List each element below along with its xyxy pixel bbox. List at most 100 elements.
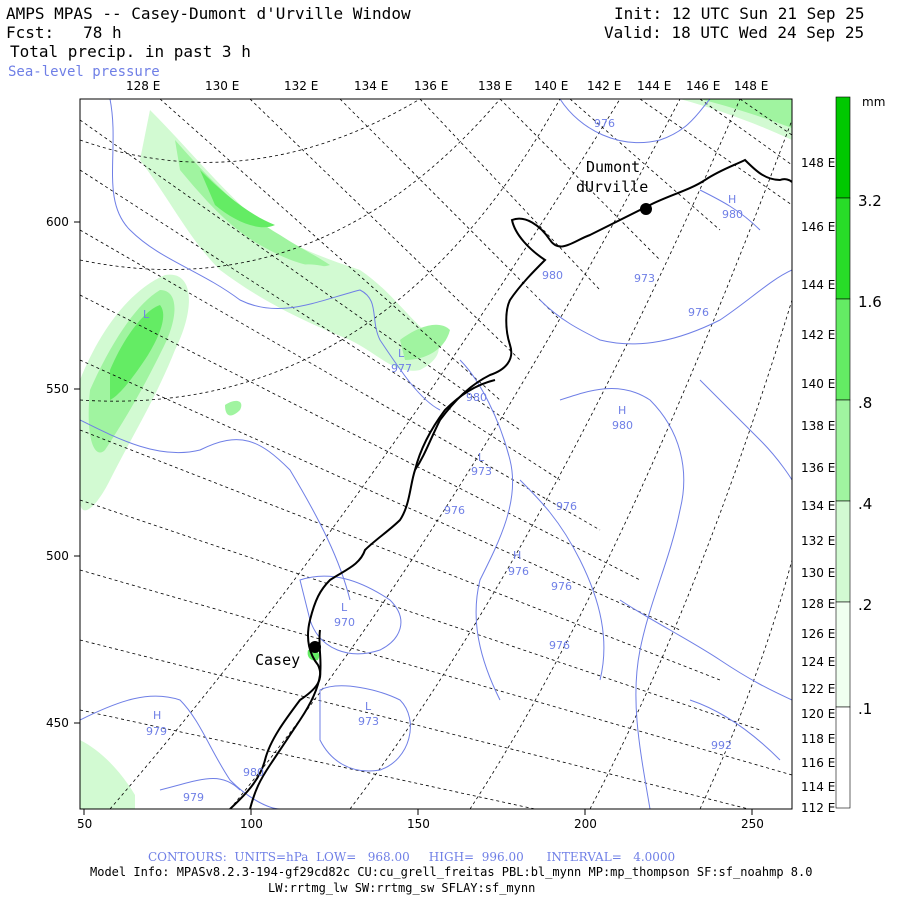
lon-label: 134 E	[354, 79, 388, 93]
colorbar-swatch	[835, 500, 851, 603]
casey-marker	[309, 641, 321, 653]
contour-label: 979	[183, 791, 204, 804]
lon-label: 142 E	[801, 328, 835, 342]
contour-label: H	[153, 709, 161, 722]
lon-label: 116 E	[801, 756, 835, 770]
x-tick-label: 100	[240, 817, 263, 831]
colorbar-label: .4	[858, 495, 872, 513]
lon-label: 136 E	[414, 79, 448, 93]
lon-label: 138 E	[478, 79, 512, 93]
lon-label: 142 E	[587, 79, 621, 93]
colorbar-swatch	[835, 197, 851, 300]
lon-label: 148 E	[801, 156, 835, 170]
pressure-contours	[80, 99, 792, 809]
contour-label: 973	[358, 715, 379, 728]
lon-label: 126 E	[801, 627, 835, 641]
contour-label: H	[728, 193, 736, 206]
contour-label: H	[513, 549, 521, 562]
lon-label: 140 E	[534, 79, 568, 93]
lon-label: 128 E	[801, 597, 835, 611]
lon-label: 114 E	[801, 780, 835, 794]
contour-info: CONTOURS: UNITS=hPa LOW= 968.00 HIGH= 99…	[148, 850, 676, 864]
contour-label: L	[478, 451, 485, 464]
lon-label: 128 E	[126, 79, 160, 93]
init-time: Init: 12 UTC Sun 21 Sep 25	[614, 4, 865, 23]
x-tick-label: 50	[77, 817, 92, 831]
contour-label: 976	[551, 580, 572, 593]
lon-label: 132 E	[284, 79, 318, 93]
model-info-2: LW:rrtmg_lw SW:rrtmg_sw SFLAY:sf_mynn	[268, 881, 536, 895]
map-frame	[79, 98, 793, 810]
dumont-durville-label-2: dUrville	[576, 178, 648, 196]
model-info: Model Info: MPASv8.2.3-194-gf29cd82c CU:…	[90, 865, 813, 879]
contour-label: 976	[556, 500, 577, 513]
contour-label: L	[143, 308, 150, 321]
lon-label: 144 E	[801, 278, 835, 292]
dumont-durville-label-1: Dumont	[586, 158, 640, 176]
colorbar-swatch	[835, 96, 851, 199]
lon-label: 130 E	[205, 79, 239, 93]
contour-label: 992	[711, 739, 732, 752]
contour-label: 980	[722, 208, 743, 221]
colorbar-unit: mm	[862, 95, 885, 109]
x-tick-label: 200	[574, 817, 597, 831]
graticule	[80, 99, 792, 809]
contour-label: 970	[334, 616, 355, 629]
lon-label: 132 E	[801, 534, 835, 548]
casey-label: Casey	[255, 651, 300, 669]
contour-label: 973	[634, 272, 655, 285]
lon-label: 120 E	[801, 707, 835, 721]
lon-label: 144 E	[637, 79, 671, 93]
lon-label: 124 E	[801, 655, 835, 669]
lon-label: 130 E	[801, 566, 835, 580]
lon-label: 146 E	[801, 220, 835, 234]
contour-label: 976	[594, 117, 615, 130]
colorbar-label: 1.6	[858, 293, 882, 311]
lon-label: 136 E	[801, 461, 835, 475]
x-tick-label: 150	[407, 817, 430, 831]
contour-label: 977	[391, 362, 412, 375]
contour-label: 980	[612, 419, 633, 432]
y-tick-label: 600	[46, 215, 69, 229]
y-tick-label: 500	[46, 549, 69, 563]
contour-label: 976	[549, 639, 570, 652]
contour-label: 976	[444, 504, 465, 517]
colorbar-label: .2	[858, 596, 872, 614]
colorbar-swatch	[835, 399, 851, 502]
y-tick-label: 550	[46, 382, 69, 396]
overlay-name: Sea-level pressure	[8, 64, 160, 80]
lon-label: 148 E	[734, 79, 768, 93]
x-tick-label: 250	[741, 817, 764, 831]
y-axis: 600 550 500 450	[46, 215, 80, 730]
x-axis: 50 100 150 200 250	[77, 809, 764, 831]
colorbar-swatch	[835, 706, 851, 809]
contour-label: 976	[508, 565, 529, 578]
lon-label: 138 E	[801, 419, 835, 433]
field-name: Total precip. in past 3 h	[10, 42, 251, 61]
colorbar-swatch	[835, 298, 851, 401]
y-tick-label: 450	[46, 716, 69, 730]
plot-title: AMPS MPAS -- Casey-Dumont d'Urville Wind…	[6, 4, 411, 23]
colorbar-swatch	[835, 601, 851, 708]
top-longitude-labels: 128 E 130 E 132 E 134 E 136 E 138 E 140 …	[126, 79, 768, 93]
lon-label: 122 E	[801, 682, 835, 696]
contour-label: H	[618, 404, 626, 417]
contour-label: 980	[542, 269, 563, 282]
contour-label: L	[398, 347, 405, 360]
contour-label: 980	[466, 391, 487, 404]
colorbar-label: 3.2	[858, 192, 882, 210]
forecast-hour: Fcst: 78 h	[6, 23, 122, 42]
stations: Dumont dUrville Casey	[255, 158, 652, 669]
lon-label: 134 E	[801, 499, 835, 513]
colorbar: mm 3.2 1.6 .8 .4 .2 .1	[835, 95, 885, 809]
contour-labels: 976 980 980 973 976 H 980 L 977 980 L 97…	[143, 117, 743, 804]
colorbar-label: .8	[858, 394, 872, 412]
contour-label: 973	[471, 465, 492, 478]
lon-label: 140 E	[801, 377, 835, 391]
contour-label: L	[341, 601, 348, 614]
precip-shading	[80, 99, 792, 809]
contour-label: 979	[146, 725, 167, 738]
contour-label: L	[365, 700, 372, 713]
colorbar-label: .1	[858, 700, 872, 718]
